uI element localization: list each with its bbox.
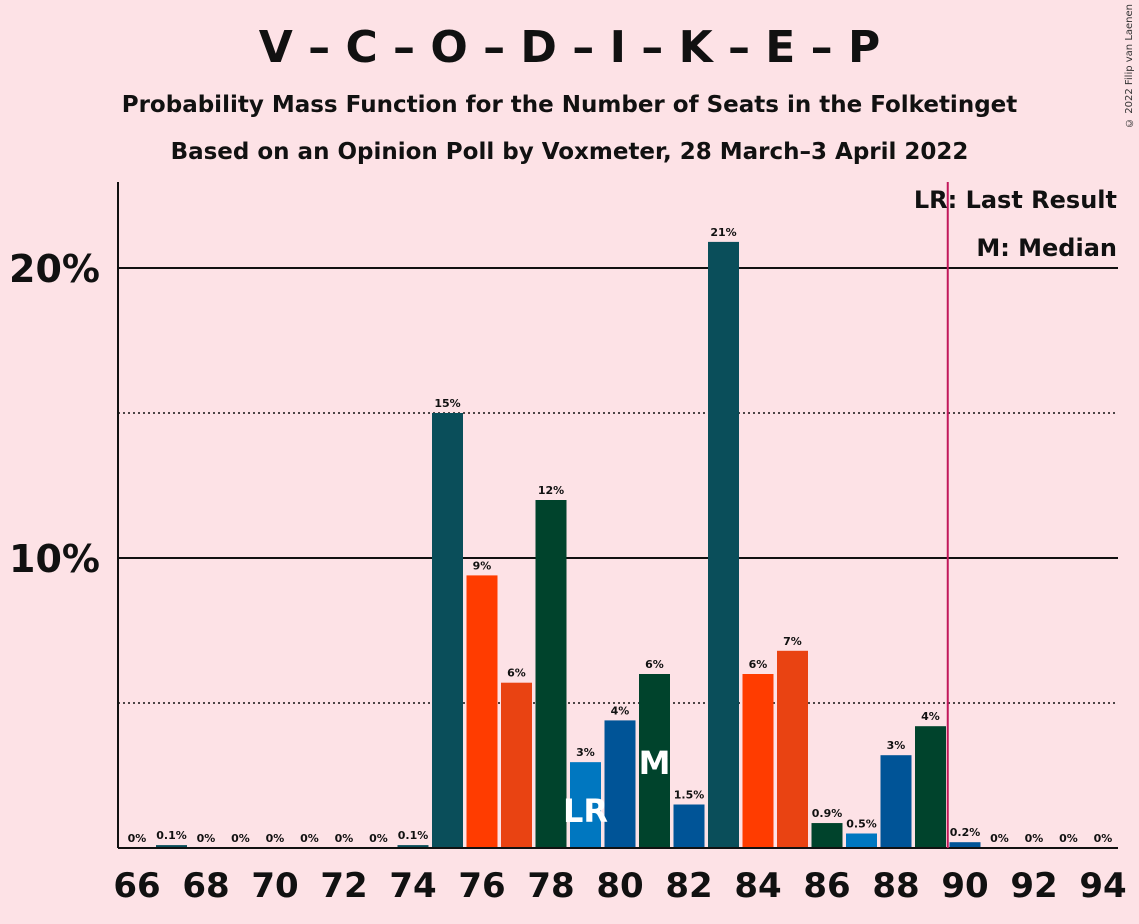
chart-subtitle: Probability Mass Function for the Number… (121, 92, 1018, 118)
x-tick-label: 86 (803, 866, 850, 906)
data-label: 0% (369, 832, 388, 845)
y-tick-label: 20% (9, 247, 100, 291)
data-label: 9% (473, 559, 492, 572)
data-label: 0.1% (156, 829, 187, 842)
x-tick-label: 74 (389, 866, 436, 906)
bar (673, 804, 705, 848)
data-label: 4% (921, 710, 940, 723)
bar (949, 842, 981, 848)
bar (639, 674, 670, 848)
data-label: 0% (1059, 832, 1078, 845)
data-label: 6% (645, 658, 664, 671)
data-label: 4% (611, 704, 630, 717)
data-label: 0.5% (846, 818, 877, 831)
data-label: 0% (990, 832, 1009, 845)
x-tick-label: 80 (596, 866, 643, 906)
x-tick-label: 72 (320, 866, 367, 906)
bar (604, 720, 636, 848)
x-tick-label: 88 (872, 866, 919, 906)
x-tick-label: 66 (113, 866, 160, 906)
bar (811, 823, 843, 848)
data-label: 0% (1094, 832, 1113, 845)
bar (915, 726, 946, 848)
data-label: 0.2% (950, 826, 981, 839)
data-label: 0% (197, 832, 216, 845)
bar (501, 682, 532, 848)
y-tick-label: 10% (9, 537, 100, 581)
data-label: 3% (887, 739, 906, 752)
last-result-marker: LR (563, 792, 608, 830)
x-tick-label: 82 (665, 866, 712, 906)
data-label: 15% (434, 397, 460, 410)
bar (397, 845, 429, 848)
data-label: 0% (266, 832, 285, 845)
data-label: 0% (128, 832, 147, 845)
chart-subtitle-source: Based on an Opinion Poll by Voxmeter, 28… (170, 139, 969, 165)
data-label: 6% (507, 667, 526, 680)
x-tick-label: 70 (251, 866, 298, 906)
bar (880, 755, 912, 848)
bar (570, 762, 601, 848)
bar (156, 845, 187, 848)
data-label: 6% (749, 658, 768, 671)
legend-last-result: LR: Last Result (913, 186, 1117, 214)
data-label: 0.1% (398, 829, 429, 842)
data-label: 0% (231, 832, 250, 845)
data-label: 1.5% (674, 789, 705, 802)
data-label: 0.9% (812, 807, 843, 820)
bar (742, 674, 774, 848)
bar (466, 575, 498, 848)
bar (777, 650, 808, 848)
median-marker: M (639, 744, 671, 782)
x-tick-label: 94 (1079, 866, 1126, 906)
x-tick-label: 78 (527, 866, 574, 906)
bar (846, 833, 877, 848)
data-label: 3% (576, 746, 595, 759)
bar (535, 500, 567, 848)
data-label: 0% (300, 832, 319, 845)
data-label: 7% (783, 635, 802, 648)
x-tick-label: 84 (734, 866, 781, 906)
legend-median: M: Median (976, 234, 1117, 262)
bar (708, 241, 739, 848)
x-tick-label: 90 (941, 866, 988, 906)
x-tick-label: 76 (458, 866, 505, 906)
x-tick-label: 92 (1010, 866, 1057, 906)
data-label: 12% (538, 484, 564, 497)
x-tick-label: 68 (182, 866, 229, 906)
data-label: 21% (710, 226, 736, 239)
bar (432, 413, 463, 848)
data-label: 0% (1025, 832, 1044, 845)
chart-title: V – C – O – D – I – K – E – P (258, 22, 881, 73)
data-label: 0% (335, 832, 354, 845)
